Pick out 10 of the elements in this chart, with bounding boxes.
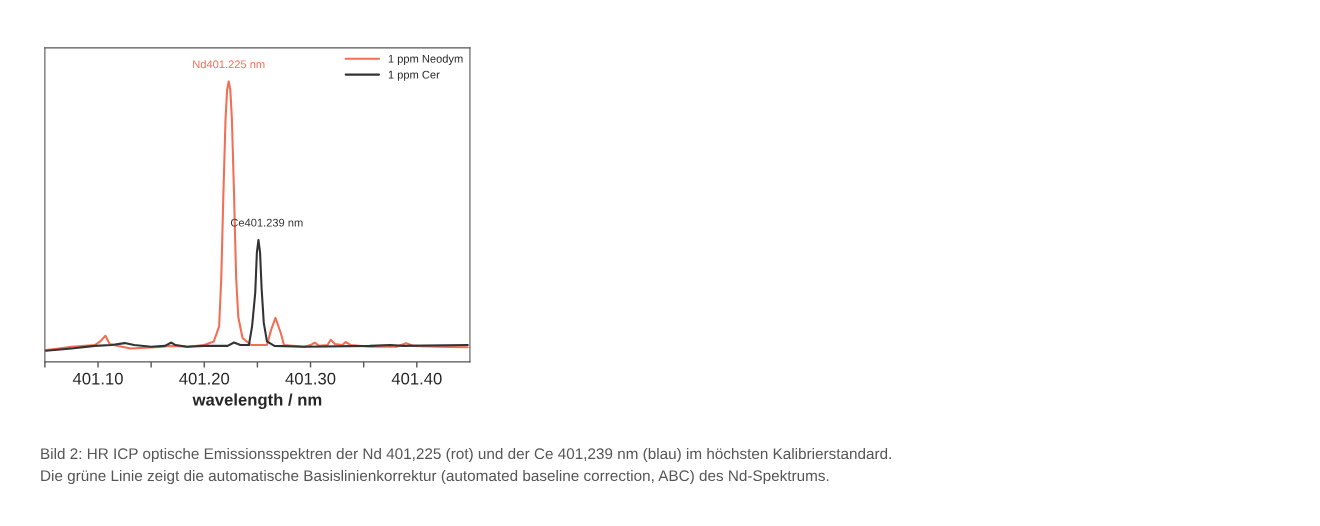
x-axis-title: wavelength / nm — [192, 393, 322, 410]
x-tick-label: 401.40 — [391, 372, 442, 385]
x-tick-label: 401.20 — [179, 372, 230, 385]
text: Die grüne Linie zeigt die automatische Basislinienkorrektur (automated baseline correction, ABC) des Nd-Spektrums. — [41, 469, 829, 485]
annotation: Nd401.225 nm — [193, 60, 265, 69]
x-tick-label: 401.30 — [285, 372, 336, 385]
legend-label: 1 ppm Cer — [388, 70, 440, 81]
text: Bild 2: HR ICP optische Emissionsspektren der Nd 401,225 (rot) und der Ce 401,239 nm (blau) im höchsten Kalibrierstandard. — [41, 447, 891, 463]
x-tick-label: 401.10 — [72, 372, 123, 385]
legend-label: 1 ppm Neodym — [388, 54, 463, 65]
